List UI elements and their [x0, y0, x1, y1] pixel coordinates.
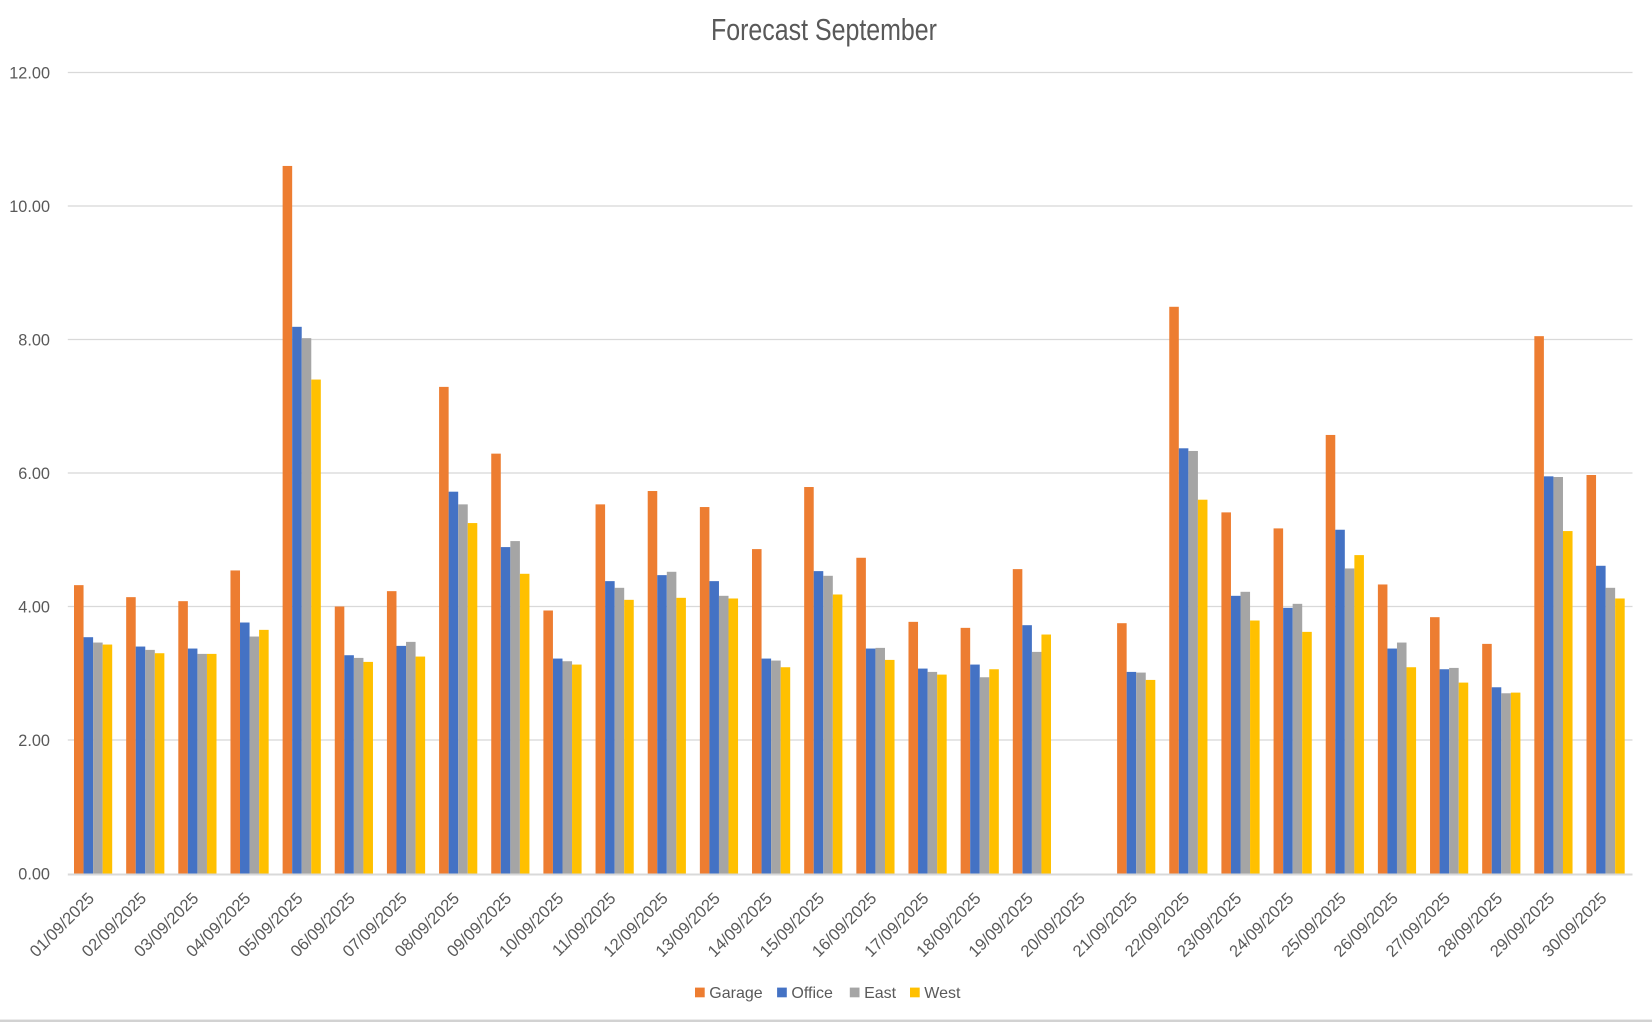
svg-text:Forecast September: Forecast September [711, 12, 937, 46]
svg-text:6.00: 6.00 [18, 465, 50, 483]
svg-text:Office: Office [791, 985, 833, 1002]
svg-text:4.00: 4.00 [18, 598, 50, 616]
svg-text:East: East [864, 985, 897, 1002]
svg-text:0.00: 0.00 [18, 865, 50, 883]
svg-text:12.00: 12.00 [9, 64, 50, 82]
svg-text:8.00: 8.00 [18, 331, 50, 349]
svg-text:Garage: Garage [709, 985, 762, 1002]
svg-text:10.00: 10.00 [9, 198, 50, 216]
svg-text:West: West [924, 985, 961, 1002]
svg-text:2.00: 2.00 [18, 732, 50, 750]
